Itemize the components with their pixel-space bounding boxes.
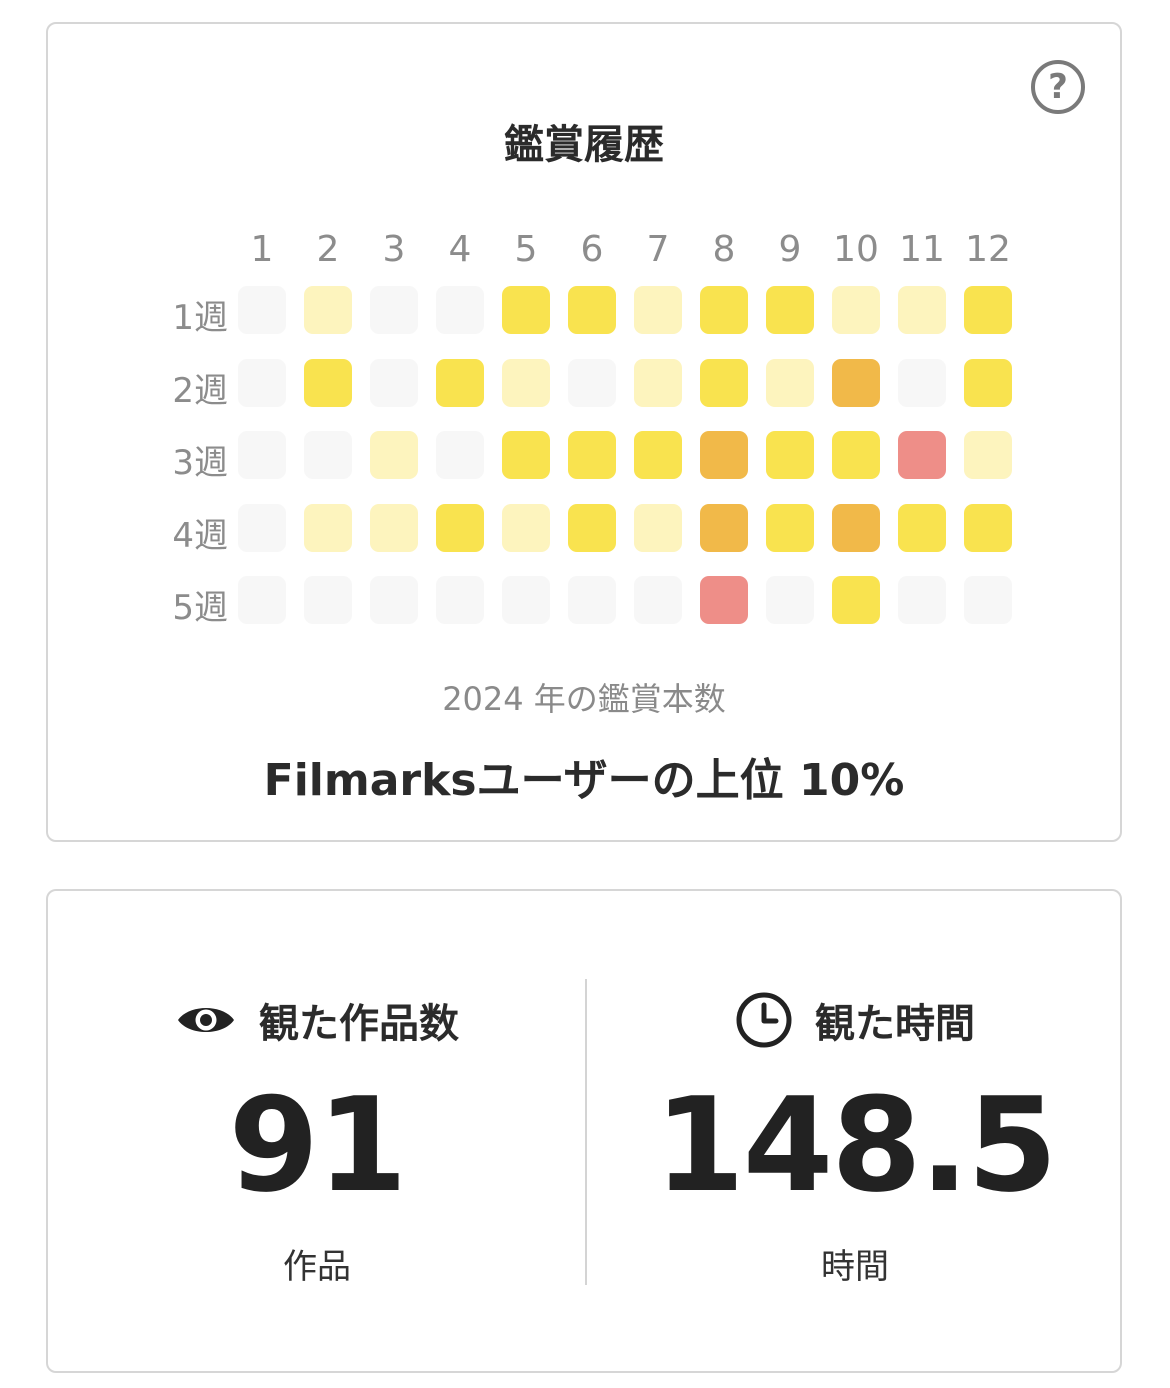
heatmap-cell [436, 358, 484, 407]
time-label: 観た時間 [815, 1001, 975, 1047]
rank-text: Filmarksユーザーの上位 10% [263, 755, 905, 806]
eye-icon [178, 1008, 234, 1032]
heatmap-cell [832, 431, 880, 479]
question-icon: ? [1048, 67, 1068, 107]
heatmap-cell [832, 286, 880, 334]
heatmap-cell [634, 358, 682, 407]
heatmap-cell [700, 503, 748, 552]
help-button[interactable]: ? [1031, 60, 1085, 114]
heatmap-cell [766, 576, 814, 624]
month-label: 11 [899, 229, 945, 270]
heatmap-cell [238, 503, 286, 552]
heatmap-cell [766, 358, 814, 407]
heatmap-cell [700, 576, 748, 624]
month-label: 6 [580, 229, 604, 270]
heatmap-cell [304, 358, 352, 407]
month-label: 7 [646, 229, 670, 270]
time-header: 観た時間 [586, 991, 1124, 1049]
month-label: 12 [965, 229, 1011, 270]
heatmap-cell [766, 503, 814, 552]
week-label: 3週 [172, 443, 228, 483]
heatmap-cell [370, 286, 418, 334]
heatmap-cell [832, 576, 880, 624]
heatmap-cell [964, 286, 1012, 334]
heatmap-cell [634, 576, 682, 624]
heatmap-cell [568, 358, 616, 407]
heatmap-cell [832, 503, 880, 552]
heatmap-cell [436, 576, 484, 624]
heatmap-cell [304, 431, 352, 479]
heatmap-cell [898, 286, 946, 334]
heatmap-cell [304, 286, 352, 334]
works-count: 91 [228, 1069, 408, 1221]
heatmap-cell [436, 431, 484, 479]
heatmap-cell [634, 286, 682, 334]
heatmap-cell [502, 358, 550, 407]
heatmap-cell [766, 286, 814, 334]
month-label: 4 [448, 229, 472, 270]
month-label: 5 [514, 229, 538, 270]
heatmap-cell [502, 576, 550, 624]
heatmap-cell [964, 503, 1012, 552]
works-stat: 観た作品数 91 作品 [48, 891, 586, 1371]
month-label: 2 [316, 229, 340, 270]
month-label: 9 [778, 229, 802, 270]
heatmap-cell [634, 431, 682, 479]
heatmap-cell [370, 576, 418, 624]
heatmap-cell [700, 358, 748, 407]
works-label: 観た作品数 [259, 1001, 459, 1047]
heatmap-cell [304, 576, 352, 624]
heatmap-cell [898, 431, 946, 479]
time-count: 148.5 [654, 1069, 1057, 1221]
heatmap-cell [568, 286, 616, 334]
heatmap-cell [502, 503, 550, 552]
viewing-history-card: ? 鑑賞履歴 2024 年の鑑賞本数 Filmarksユーザーの上位 10% 1… [46, 22, 1122, 842]
heatmap-cell [436, 286, 484, 334]
heatmap-cell [238, 576, 286, 624]
heatmap-cell [898, 576, 946, 624]
heatmap-cell [568, 576, 616, 624]
heatmap-cell [238, 358, 286, 407]
heatmap-cell [898, 503, 946, 552]
heatmap-cell [238, 431, 286, 479]
works-header: 観た作品数 [48, 991, 586, 1049]
week-label: 2週 [172, 370, 228, 411]
clock-icon [736, 992, 792, 1048]
time-unit: 時間 [821, 1247, 889, 1287]
history-title: 鑑賞履歴 [504, 122, 664, 168]
heatmap-cell [568, 503, 616, 552]
heatmap-cell [568, 431, 616, 479]
month-label: 8 [712, 229, 736, 270]
heatmap-cell [502, 286, 550, 334]
heatmap-cell [238, 286, 286, 334]
heatmap-cell [832, 358, 880, 407]
heatmap-cell [502, 431, 550, 479]
month-label: 10 [833, 229, 879, 270]
heatmap-cell [700, 286, 748, 334]
week-label: 4週 [172, 515, 228, 556]
month-label: 1 [250, 229, 274, 270]
heatmap-cell [370, 358, 418, 407]
heatmap-cell [370, 431, 418, 479]
stats-card: 観た作品数 91 作品 観た時間 148.5 時間 [46, 889, 1122, 1373]
heatmap-cell [766, 431, 814, 479]
stats-divider [585, 979, 587, 1285]
week-label: 5週 [172, 588, 228, 628]
year-caption: 2024 年の鑑賞本数 [442, 680, 726, 718]
heatmap-cell [436, 503, 484, 552]
heatmap-cell [700, 431, 748, 479]
heatmap-cell [370, 503, 418, 552]
works-unit: 作品 [283, 1247, 351, 1287]
month-label: 3 [382, 229, 406, 270]
heatmap-cell [634, 503, 682, 552]
heatmap-cell [304, 503, 352, 552]
heatmap-cell [898, 358, 946, 407]
heatmap-cell [964, 576, 1012, 624]
heatmap-cell [964, 431, 1012, 479]
heatmap-cell [964, 358, 1012, 407]
time-stat: 観た時間 148.5 時間 [586, 891, 1124, 1371]
week-label: 1週 [172, 298, 228, 338]
